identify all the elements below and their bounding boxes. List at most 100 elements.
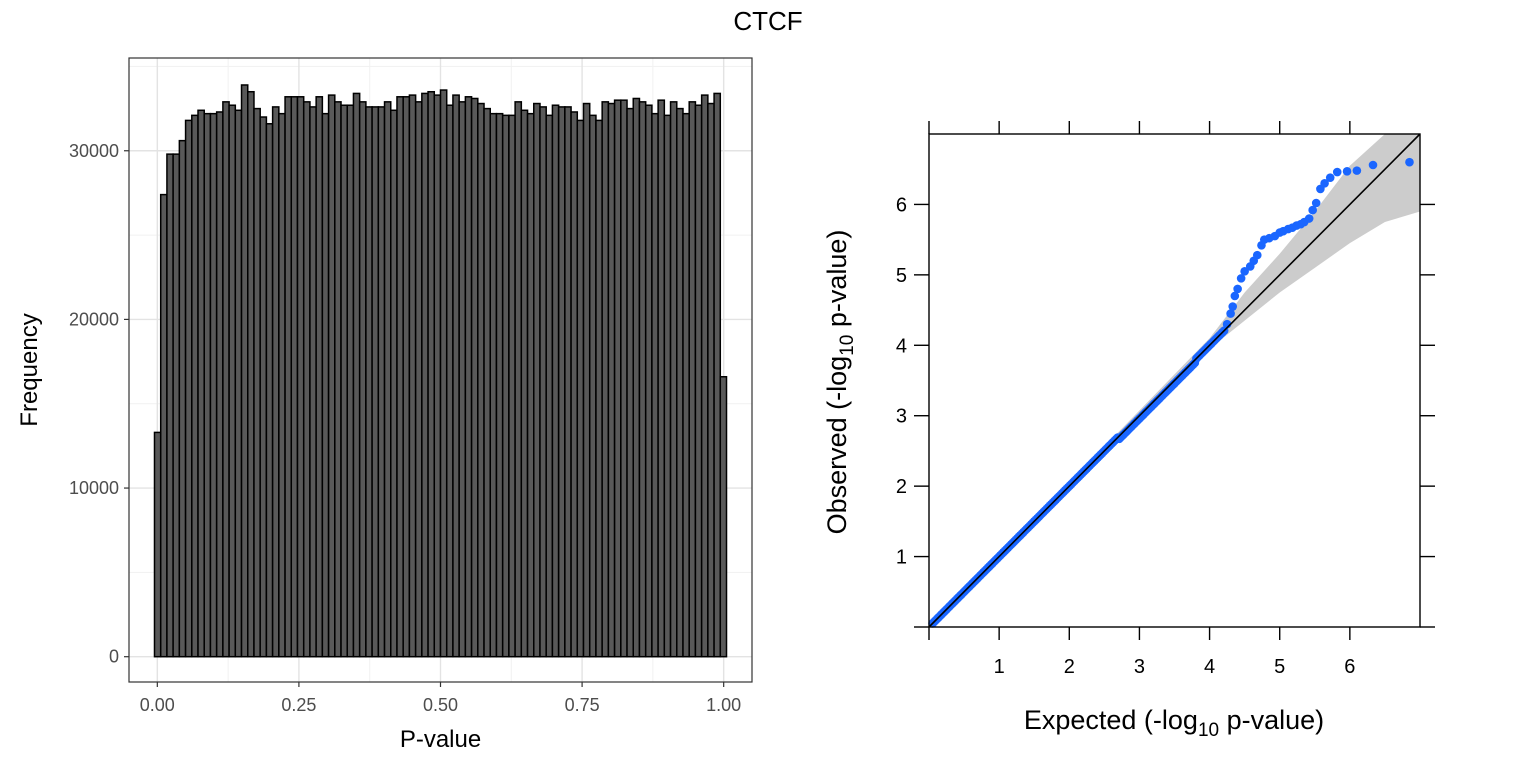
qq-point [1240,267,1249,276]
y-tick-label: 10000 [69,478,119,498]
histogram-bar [663,114,672,658]
histogram-bar [408,94,417,658]
histogram-bar [700,94,709,658]
histogram-bar [234,109,243,658]
qq-point [1308,205,1317,215]
qq-point [1236,274,1246,283]
histogram-bar [638,101,647,658]
histogram-bar [669,101,678,658]
histogram-bar [520,109,529,658]
qq-point [1352,166,1362,175]
y-tick-label: 3 [896,406,907,428]
histogram-bar [707,102,715,658]
histogram-bar [358,101,367,658]
histogram-bar [284,96,293,658]
page-title: CTCF [733,6,803,36]
histogram-bar [215,111,224,658]
x-axis-title-tail: p-value) [1219,705,1324,735]
histogram-bar [396,96,404,658]
histogram-bar [651,112,659,658]
histogram-bar [271,106,280,658]
x-tick-label: 6 [1344,656,1355,678]
histogram-bar [501,114,510,658]
qq-point [1311,198,1321,208]
histogram-bar [427,90,436,658]
histogram-bar [390,109,398,658]
histogram-bar [309,106,317,658]
y-tick-label: 1 [896,547,907,569]
histogram-bar [228,104,237,658]
x-axis-title-main: Expected (-log [1024,705,1198,735]
x-axis-title-subscript: 10 [1198,720,1219,741]
histogram-bar [315,96,324,658]
histogram-bar [352,92,361,658]
histogram-bar [402,96,411,658]
histogram-bar [421,92,429,658]
qq-point [1233,284,1242,294]
histogram-bar [557,106,566,658]
histogram-bar [564,106,572,658]
histogram-bar [327,94,336,658]
x-tick-label: 0.50 [423,695,458,715]
histogram-bar [539,106,547,658]
y-tick-label: 4 [896,335,907,357]
histogram-bar [620,99,628,658]
histogram-bar [278,112,286,658]
histogram-bar [184,119,193,658]
histogram-bar [576,119,585,658]
x-tick-label: 4 [1204,656,1215,678]
histogram-bar [452,94,460,658]
histogram-bar [371,106,380,658]
histogram-bar [632,97,641,658]
histogram-bar [483,107,491,658]
histogram-bar [644,104,653,658]
histogram-bar [607,102,616,658]
histogram-bar [533,102,541,658]
x-tick-label: 2 [1064,656,1075,678]
histogram-bar [582,102,591,658]
qq-point [1252,250,1262,260]
histogram-bar [203,112,212,658]
histogram-bar [626,107,634,658]
histogram-bar [166,153,174,658]
qq-point [1228,302,1238,311]
y-axis-title: Observed (-log10 p-value) [822,230,858,535]
histogram-bar [191,114,199,658]
histogram-bar [694,104,703,658]
histogram-bar [464,96,473,658]
histogram-bar [346,104,355,658]
histogram-bar [477,102,485,658]
x-axis-title: P-value [400,726,481,753]
histogram-bar [159,193,168,658]
histogram-bar [340,104,348,658]
histogram-bar [514,101,523,658]
histogram-bar [595,119,603,658]
y-tick-label: 5 [896,265,907,287]
y-axis-title: Frequency [16,313,43,426]
histogram-bar [383,101,392,658]
y-tick-label: 20000 [69,309,119,329]
histogram-chart: 0.00 0.25 0.50 0.75 1.00 0 10000 20000 30000 P-va… [16,57,753,753]
reference-line [928,133,1421,628]
histogram-bar [172,153,181,658]
histogram-bar [545,114,554,658]
histogram-bar [377,106,386,658]
histogram-bar [433,94,442,658]
histogram-bar [153,431,162,658]
x-axis-title: Expected (-log10 p-value) [1024,705,1324,741]
qq-point [1325,173,1335,182]
histogram-bar [588,114,597,658]
histogram-bar [365,106,373,658]
histogram-bar [489,112,498,658]
histogram-bar [302,101,311,658]
qq-point [1320,179,1329,188]
panel-border [928,133,1421,628]
histogram-bar [657,99,666,658]
x-tick-label: 1.00 [706,695,741,715]
y-axis-title-tail: p-value) [822,230,852,335]
x-tick-label: 0.00 [140,695,175,715]
histogram-bar [601,101,610,658]
histogram-bar [682,112,690,658]
